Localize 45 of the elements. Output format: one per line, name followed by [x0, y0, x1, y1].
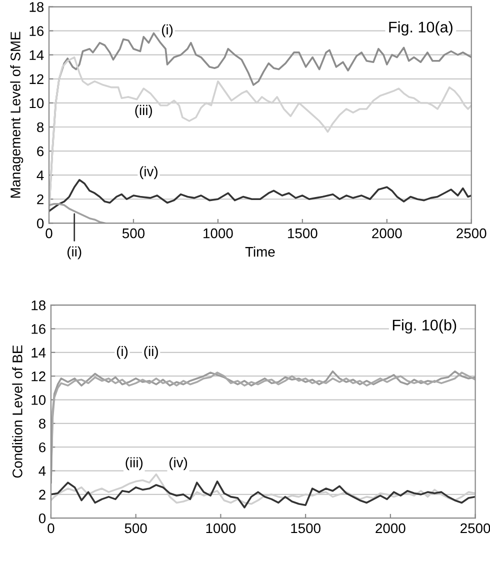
y-tick-label: 2 — [39, 490, 46, 500]
x-tick-label: 1000 — [206, 523, 236, 534]
y-axis-title: Condition Level of BE — [12, 345, 22, 478]
y-tick-label: 8 — [37, 122, 44, 132]
x-tick-label: 1500 — [288, 228, 318, 238]
y-tick-label: 4 — [36, 170, 44, 180]
x-axis-title: Time — [245, 246, 275, 257]
annotation: (iii) — [126, 457, 143, 470]
annotation: Fig. 10(b) — [392, 319, 456, 334]
annotation: (ii) — [67, 246, 82, 260]
y-tick-label: 16 — [30, 26, 44, 36]
x-tick-label: 2000 — [376, 523, 406, 534]
y-tick-label: 4 — [38, 466, 46, 476]
y-tick-label: 0 — [38, 513, 46, 524]
x-tick-label: 2000 — [372, 228, 402, 238]
annotation: (iv) — [140, 166, 158, 180]
y-tick-label: 6 — [39, 442, 46, 452]
y-tick-label: 14 — [30, 50, 44, 60]
y-tick-label: 6 — [37, 146, 44, 156]
annotation: (i) — [162, 24, 173, 38]
y-tick-label: 8 — [38, 418, 46, 429]
x-tick-label: 0 — [46, 228, 52, 238]
y-axis-title: Management Level of SME — [10, 32, 24, 198]
y-tick-label: 18 — [30, 2, 44, 12]
annotation: Fig. 10(a) — [389, 21, 452, 36]
y-tick-label: 0 — [36, 218, 44, 228]
y-tick-label: 16 — [32, 324, 46, 334]
annotation: (i) — [116, 346, 128, 359]
y-tick-label: 10 — [32, 395, 46, 405]
x-tick-label: 0 — [48, 523, 54, 534]
x-tick-label: 1500 — [291, 523, 320, 534]
y-tick-label: 10 — [30, 98, 44, 108]
x-tick-label: 1000 — [204, 228, 233, 238]
annotation: (ii) — [144, 346, 158, 359]
x-tick-label: 500 — [122, 228, 145, 238]
x-tick-label: 2500 — [460, 523, 490, 534]
y-tick-label: 2 — [37, 194, 44, 204]
x-tick-label: 2500 — [456, 228, 486, 238]
y-tick-label: 12 — [32, 371, 46, 382]
y-tick-label: 12 — [30, 74, 44, 84]
annotation: (iii) — [135, 104, 152, 118]
y-tick-label: 18 — [32, 300, 46, 310]
annotation: (iv) — [169, 457, 188, 470]
y-tick-label: 14 — [32, 348, 46, 358]
x-tick-label: 500 — [124, 523, 147, 534]
